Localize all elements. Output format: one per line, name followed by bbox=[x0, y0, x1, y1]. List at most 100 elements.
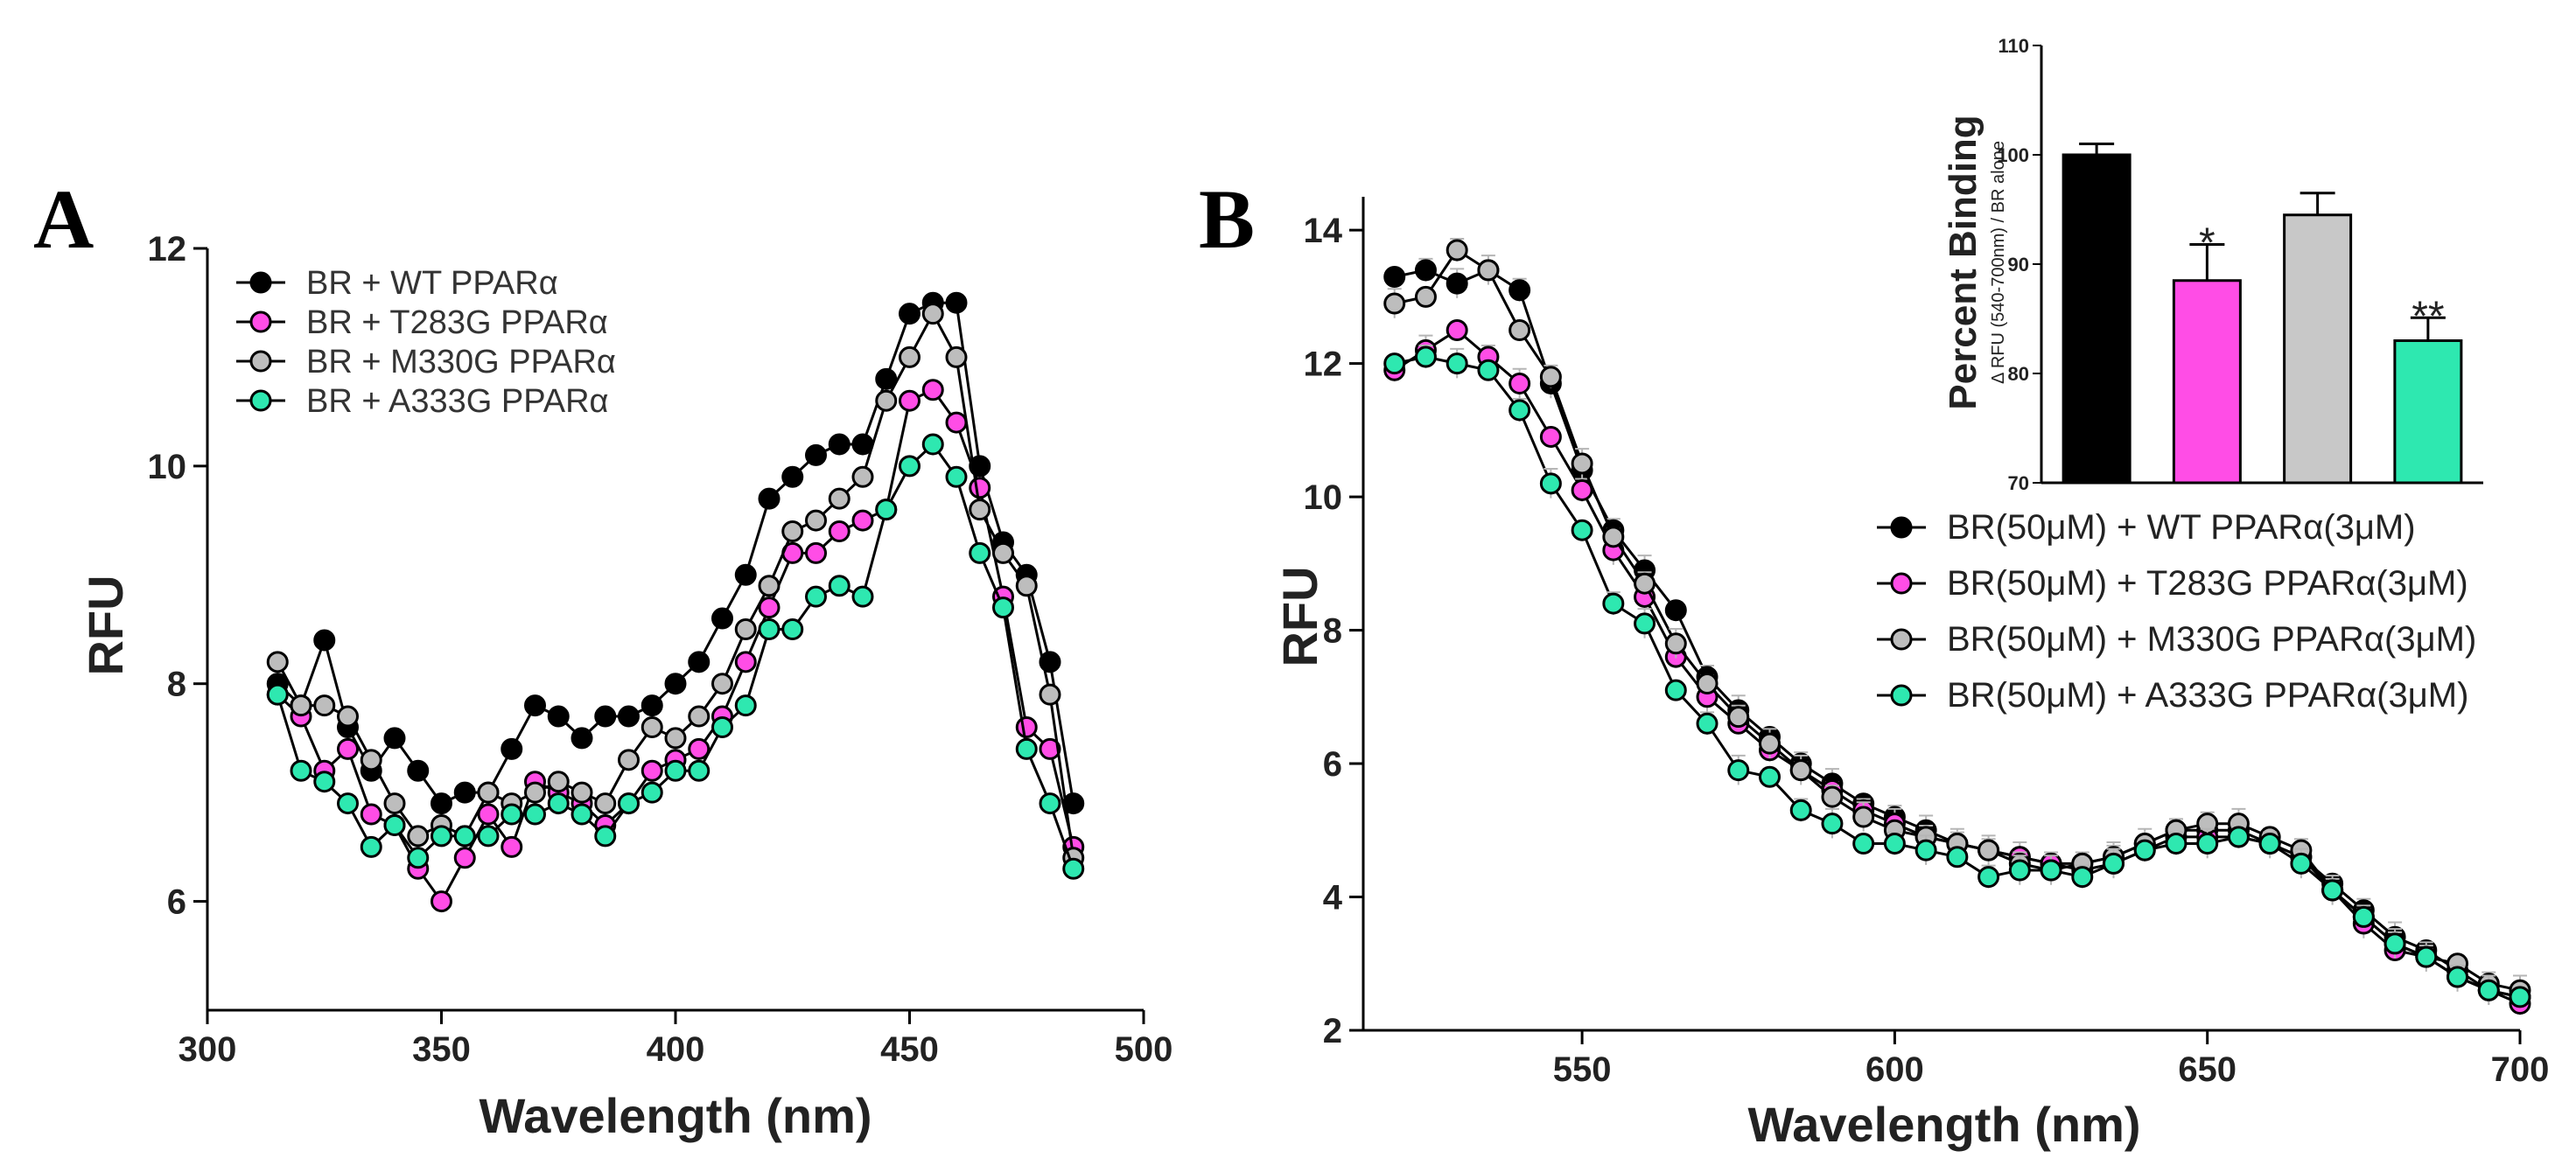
a-data-point bbox=[688, 759, 710, 782]
inset-y-tick-label: 70 bbox=[2008, 472, 2029, 494]
a-data-point bbox=[594, 825, 617, 848]
panel-a-y-axis-title: RFU bbox=[78, 575, 133, 675]
b-data-point bbox=[1696, 712, 1718, 735]
a-y-tick-label: 6 bbox=[167, 883, 186, 922]
b-data-point bbox=[1602, 526, 1625, 548]
a-data-point bbox=[313, 694, 336, 717]
a-legend-marker bbox=[249, 389, 272, 412]
b-data-point bbox=[2321, 879, 2344, 902]
b-data-point bbox=[2227, 826, 2250, 848]
a-data-point bbox=[500, 737, 523, 760]
b-data-point bbox=[1758, 765, 1781, 788]
a-x-tick-label: 350 bbox=[412, 1030, 471, 1069]
a-data-point bbox=[899, 303, 920, 325]
inset-bar-M330G bbox=[2283, 213, 2353, 485]
a-data-point bbox=[969, 499, 991, 521]
b-data-point bbox=[1383, 265, 1406, 288]
a-data-point bbox=[547, 771, 570, 793]
a-data-point bbox=[337, 705, 359, 728]
b-data-point bbox=[1978, 866, 2000, 889]
inset-bar-WT bbox=[2062, 153, 2132, 485]
a-data-point bbox=[664, 673, 687, 695]
b-data-point bbox=[1508, 372, 1531, 394]
b-data-point bbox=[1727, 759, 1750, 782]
b-data-point bbox=[1852, 833, 1875, 855]
a-data-point bbox=[547, 792, 570, 815]
b-data-point bbox=[1821, 785, 1844, 808]
a-x-tick-label: 500 bbox=[1115, 1030, 1173, 1069]
b-data-point bbox=[1508, 279, 1531, 302]
a-data-point bbox=[524, 694, 546, 717]
a-data-point bbox=[921, 379, 944, 401]
a-data-point bbox=[688, 651, 710, 673]
a-data-point bbox=[290, 694, 312, 717]
b-y-tick-label: 2 bbox=[1323, 1012, 1342, 1050]
b-data-point bbox=[2258, 833, 2281, 855]
a-data-point bbox=[828, 433, 850, 456]
b-legend-label: BR(50μM) + WT PPARα(3μM) bbox=[1947, 508, 2416, 547]
b-legend-label: BR(50μM) + M330G PPARα(3μM) bbox=[1947, 620, 2476, 659]
inset-y-axis-subtitle: Δ RFU (540-700nm) / BR alone bbox=[1989, 141, 2008, 384]
a-data-point bbox=[734, 651, 757, 673]
a-data-point bbox=[688, 737, 710, 760]
b-legend-item-3: BR(50μM) + A333G PPARα(3μM) bbox=[1877, 676, 2468, 715]
a-data-point bbox=[805, 509, 827, 532]
a-data-point bbox=[266, 683, 289, 706]
b-y-tick-label: 12 bbox=[1304, 345, 1343, 384]
b-data-point bbox=[2133, 839, 2156, 862]
a-data-point bbox=[899, 345, 920, 368]
b-data-point bbox=[2509, 986, 2531, 1008]
b-data-point bbox=[1414, 345, 1437, 368]
a-data-point bbox=[781, 618, 804, 640]
inset-significance-marker: * bbox=[2199, 220, 2216, 267]
panel-b-legend: BR(50μM) + WT PPARα(3μM) BR(50μM) + T283G… bbox=[1877, 508, 2476, 715]
a-data-point bbox=[899, 389, 920, 412]
a-data-point bbox=[337, 792, 359, 815]
panel-a-x-axis-title: Wavelength (nm) bbox=[479, 1088, 872, 1143]
b-data-point bbox=[1539, 472, 1562, 495]
a-series-3 bbox=[266, 433, 1085, 880]
a-y-tick-label: 10 bbox=[148, 448, 187, 486]
b-x-tick-label: 600 bbox=[1866, 1050, 1924, 1089]
a-data-point bbox=[500, 835, 523, 858]
b-series-3 bbox=[1383, 345, 2531, 1008]
b-data-point bbox=[1789, 759, 1812, 782]
a-data-point bbox=[500, 803, 523, 826]
b-legend-marker bbox=[1890, 684, 1913, 707]
a-x-tick-label: 450 bbox=[880, 1030, 939, 1069]
b-legend-marker bbox=[1890, 628, 1913, 651]
a-legend-item-1: BR + T283G PPARα bbox=[236, 304, 608, 341]
inset-y-tick-label: 110 bbox=[1998, 35, 2030, 57]
a-data-point bbox=[594, 705, 617, 728]
b-y-tick-label: 10 bbox=[1304, 478, 1343, 517]
b-data-point bbox=[2477, 979, 2500, 1001]
a-legend-item-3: BR + A333G PPARα bbox=[236, 383, 609, 420]
b-x-tick-label: 700 bbox=[2491, 1050, 2550, 1089]
panel-b-x-axis-title: Wavelength (nm) bbox=[1747, 1097, 2140, 1152]
a-data-point bbox=[407, 825, 430, 848]
panel-b-y-axis-title: RFU bbox=[1272, 566, 1327, 666]
a-data-point bbox=[1015, 715, 1038, 738]
a-data-point bbox=[313, 771, 336, 793]
a-data-point bbox=[524, 803, 546, 826]
b-data-point bbox=[2352, 905, 2375, 928]
b-data-point bbox=[2103, 852, 2125, 875]
a-data-point bbox=[477, 825, 500, 848]
a-x-tick-label: 300 bbox=[178, 1030, 237, 1069]
a-data-point bbox=[453, 825, 476, 848]
a-data-point bbox=[734, 618, 757, 640]
b-data-point bbox=[1852, 806, 1875, 828]
b-data-point bbox=[1477, 359, 1500, 381]
a-data-point bbox=[781, 520, 804, 543]
a-data-point bbox=[945, 465, 968, 488]
inset-y-tick-label: 90 bbox=[2008, 254, 2029, 276]
a-data-point bbox=[430, 825, 452, 848]
a-data-point bbox=[477, 781, 500, 804]
a-data-point bbox=[477, 803, 500, 826]
b-data-point bbox=[2290, 852, 2313, 875]
a-data-point bbox=[290, 759, 312, 782]
a-data-point bbox=[945, 345, 968, 368]
a-x-tick-label: 400 bbox=[647, 1030, 705, 1069]
